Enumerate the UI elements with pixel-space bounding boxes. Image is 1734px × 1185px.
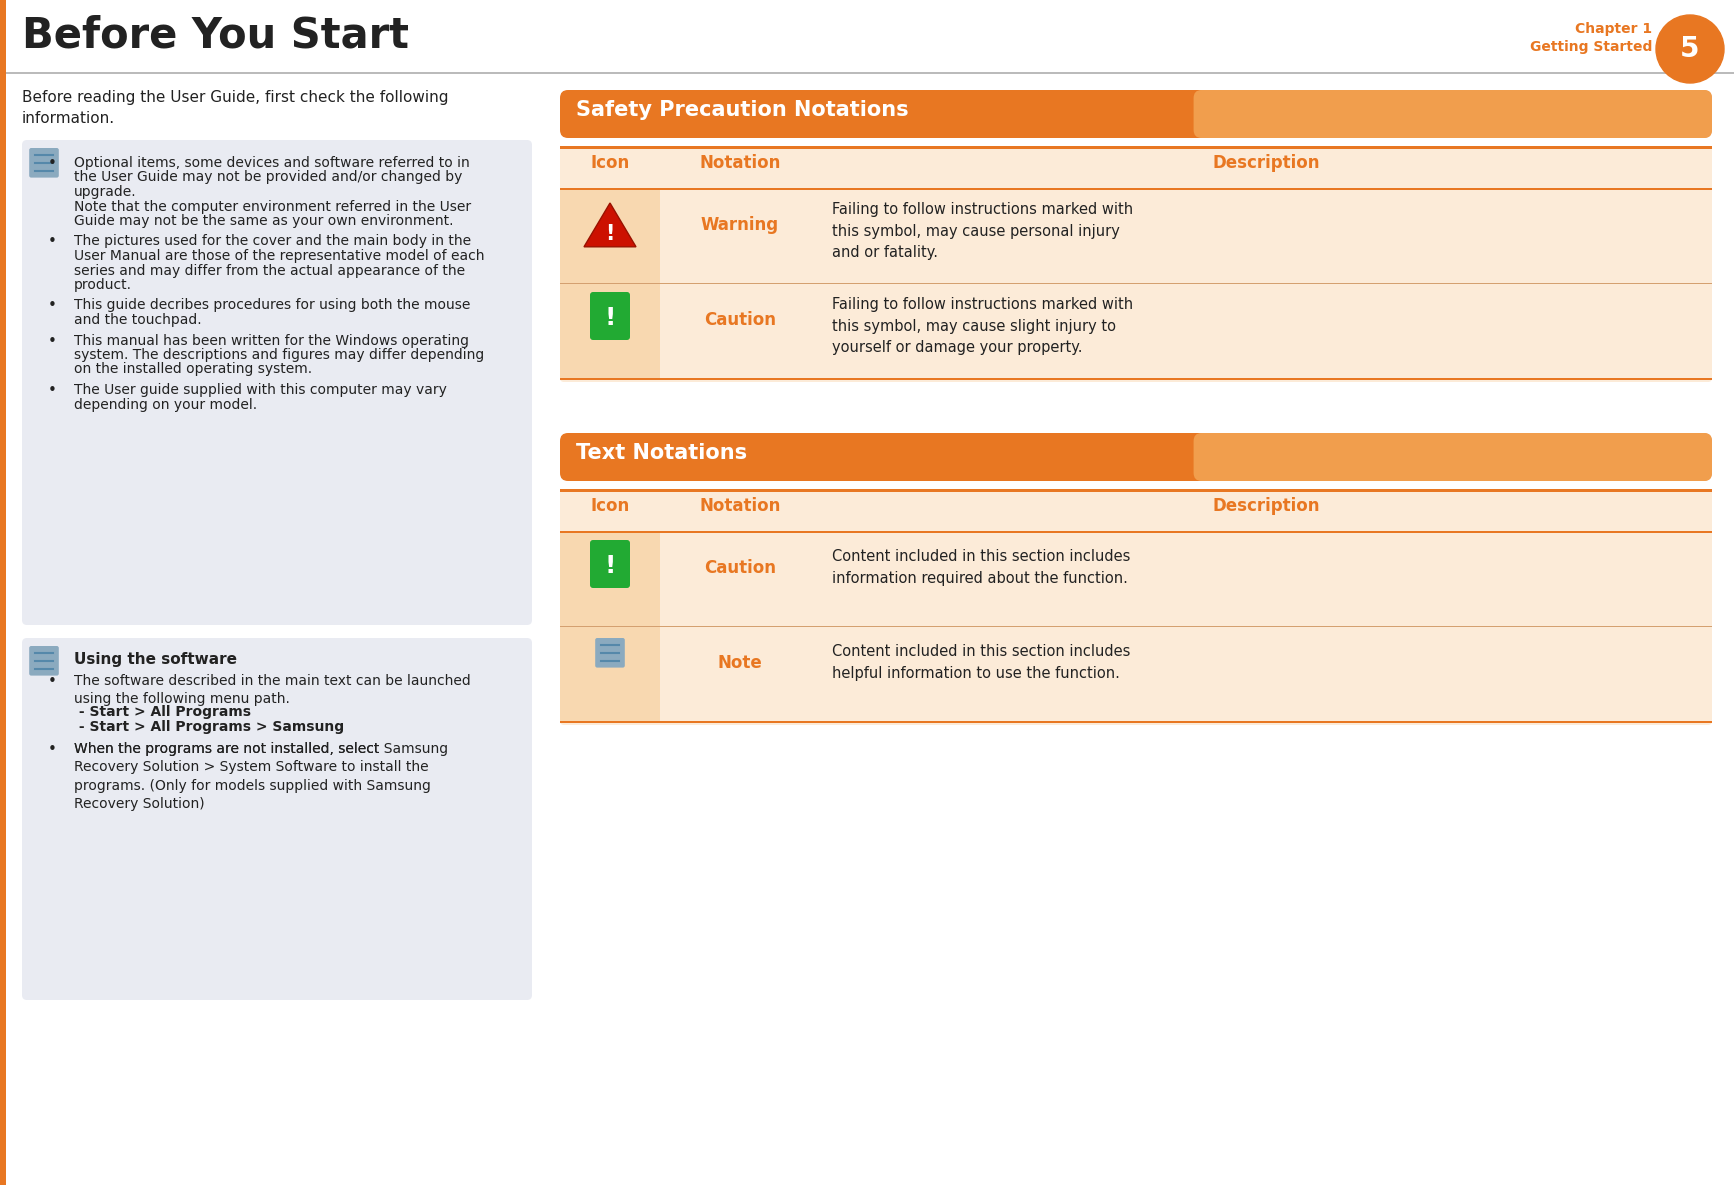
Text: 5: 5 [1680, 36, 1699, 63]
Text: When the programs are not installed, select Samsung
Recovery Solution > System S: When the programs are not installed, sel… [75, 742, 447, 812]
FancyBboxPatch shape [23, 638, 532, 1000]
Bar [0, 0, 5, 1185]
Text: Note that the computer environment referred in the User: Note that the computer environment refer… [75, 199, 472, 213]
FancyBboxPatch shape [560, 489, 1711, 725]
Bar [560, 531, 661, 626]
Text: •: • [47, 333, 57, 348]
Text: Chapter 1: Chapter 1 [1574, 23, 1653, 36]
FancyBboxPatch shape [29, 148, 59, 178]
FancyBboxPatch shape [590, 292, 629, 340]
Text: product.: product. [75, 278, 132, 292]
Text: Notation: Notation [699, 497, 780, 515]
FancyBboxPatch shape [29, 646, 59, 675]
Text: •: • [47, 235, 57, 250]
Text: Before You Start: Before You Start [23, 15, 409, 57]
Text: The User guide supplied with this computer may vary: The User guide supplied with this comput… [75, 383, 447, 397]
Text: Caution: Caution [704, 310, 777, 329]
Text: Using the software: Using the software [75, 652, 238, 667]
Polygon shape [584, 203, 636, 246]
Bar [560, 720, 1711, 723]
Text: depending on your model.: depending on your model. [75, 397, 257, 411]
Text: series and may differ from the actual appearance of the: series and may differ from the actual ap… [75, 263, 465, 277]
Bar [560, 146, 1711, 148]
Text: User Manual are those of the representative model of each: User Manual are those of the representat… [75, 249, 484, 263]
Text: Warning: Warning [701, 216, 779, 233]
Bar [560, 489, 1711, 492]
Text: •: • [47, 156, 57, 171]
Text: Notation: Notation [699, 154, 780, 172]
Text: Description: Description [1212, 497, 1320, 515]
Circle shape [1656, 15, 1724, 83]
Text: •: • [47, 742, 57, 757]
Text: Description: Description [1212, 154, 1320, 172]
Bar [0, 72, 1734, 73]
Bar [560, 378, 1711, 379]
Bar [560, 146, 1711, 148]
Text: Content included in this section includes
helpful information to use the functio: Content included in this section include… [832, 643, 1131, 680]
Text: upgrade.: upgrade. [75, 185, 137, 199]
Text: Failing to follow instructions marked with
this symbol, may cause personal injur: Failing to follow instructions marked wi… [832, 201, 1132, 261]
Text: !: ! [605, 555, 616, 578]
FancyBboxPatch shape [23, 140, 532, 624]
Bar [560, 626, 661, 720]
FancyBboxPatch shape [595, 638, 624, 667]
Text: and the touchpad.: and the touchpad. [75, 313, 201, 327]
Text: system. The descriptions and figures may differ depending: system. The descriptions and figures may… [75, 348, 484, 361]
Bar [560, 531, 1711, 532]
FancyBboxPatch shape [1193, 90, 1711, 137]
Text: Note: Note [718, 654, 763, 672]
Text: Icon: Icon [590, 497, 629, 515]
Text: When the programs are not installed, select: When the programs are not installed, sel… [75, 742, 383, 756]
Text: The pictures used for the cover and the main body in the: The pictures used for the cover and the … [75, 235, 472, 249]
Text: Guide may not be the same as your own environment.: Guide may not be the same as your own en… [75, 214, 454, 228]
Text: - Start > All Programs: - Start > All Programs [75, 705, 251, 719]
Text: the User Guide may not be provided and/or changed by: the User Guide may not be provided and/o… [75, 171, 463, 185]
Text: Getting Started: Getting Started [1529, 40, 1653, 55]
Text: This manual has been written for the Windows operating: This manual has been written for the Win… [75, 333, 468, 347]
Bar [560, 283, 661, 378]
Text: Before reading the User Guide, first check the following
information.: Before reading the User Guide, first che… [23, 90, 449, 126]
FancyBboxPatch shape [560, 146, 1711, 382]
FancyBboxPatch shape [560, 433, 1711, 481]
Text: This guide decribes procedures for using both the mouse: This guide decribes procedures for using… [75, 299, 470, 313]
FancyBboxPatch shape [560, 90, 1711, 137]
Bar [560, 188, 1711, 190]
Text: on the installed operating system.: on the installed operating system. [75, 363, 312, 377]
Bar [0, 0, 1734, 75]
Bar [560, 188, 661, 283]
Text: •: • [47, 383, 57, 398]
Text: !: ! [605, 224, 614, 244]
Text: - Start > All Programs > Samsung: - Start > All Programs > Samsung [75, 719, 343, 734]
Text: Failing to follow instructions marked with
this symbol, may cause slight injury : Failing to follow instructions marked wi… [832, 297, 1132, 356]
FancyBboxPatch shape [1193, 433, 1711, 481]
Text: Optional items, some devices and software referred to in: Optional items, some devices and softwar… [75, 156, 470, 169]
Text: Caution: Caution [704, 559, 777, 577]
Text: The software described in the main text can be launched
using the following menu: The software described in the main text … [75, 674, 470, 706]
Text: Icon: Icon [590, 154, 629, 172]
Text: !: ! [605, 306, 616, 329]
Text: Safety Precaution Notations: Safety Precaution Notations [576, 100, 909, 120]
Text: Content included in this section includes
information required about the functio: Content included in this section include… [832, 549, 1131, 585]
FancyBboxPatch shape [590, 540, 629, 588]
Text: •: • [47, 674, 57, 688]
Text: Text Notations: Text Notations [576, 443, 747, 463]
Text: •: • [47, 299, 57, 314]
